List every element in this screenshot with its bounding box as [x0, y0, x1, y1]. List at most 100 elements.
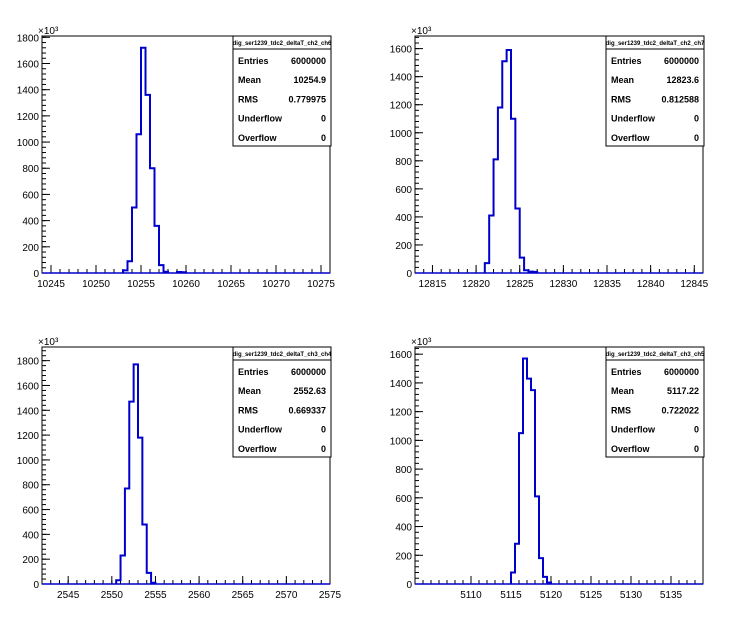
stats-value: 0: [694, 114, 699, 124]
y-tick-label: 1600: [17, 59, 40, 70]
histogram-panel-1: 0 200 400 600 800 1000 1200 1400 1600 1800 10245 10…: [17, 26, 336, 290]
x-tick-label: 10245: [37, 279, 65, 290]
x-tick-label: 12835: [593, 279, 621, 290]
stats-value: 0: [321, 444, 326, 454]
y-tick-label: 1000: [17, 456, 40, 467]
y-tick-label: 1600: [390, 350, 413, 361]
stats-value: 2552.63: [293, 386, 326, 396]
stats-value: 0: [694, 425, 699, 435]
stats-label: Entries: [611, 56, 642, 66]
y-tick-label: 0: [33, 580, 39, 591]
x-tick-label: 10260: [172, 279, 200, 290]
x-tick-label: 12830: [549, 279, 577, 290]
stats-value: 0.722022: [661, 405, 699, 415]
stats-value: 0.669337: [288, 405, 326, 415]
stats-label: RMS: [238, 94, 258, 104]
x-tick-label: 2560: [188, 590, 211, 601]
stats-value: 0: [321, 425, 326, 435]
stats-value: 6000000: [664, 56, 699, 66]
histogram-panel-3: 0 200 400 600 800 1000 1200 1400 1600 1800 2545 255…: [17, 337, 342, 601]
x-tick-label: 10255: [127, 279, 155, 290]
x-tick-label: 2570: [275, 590, 298, 601]
stats-label: Underflow: [611, 114, 656, 124]
y-tick-label: 800: [22, 481, 39, 492]
stats-box: [232, 346, 332, 458]
histogram-panel-2: 0 200 400 600 800 1000 1200 1400 1600 12815 12820 1…: [390, 26, 709, 290]
stats-value: 10254.9: [293, 75, 326, 85]
x-tick-label: 5135: [660, 590, 683, 601]
x-tick-label: 10270: [262, 279, 290, 290]
y-tick-label: 1200: [390, 408, 413, 419]
stats-label: Entries: [238, 367, 269, 377]
y-tick-label: 0: [33, 269, 39, 280]
y-tick-label: 200: [22, 243, 39, 254]
stats-title: dig_ser1239_tdc2_deltaT_ch3_ch5: [606, 352, 705, 358]
x-tick-label: 12820: [462, 279, 490, 290]
stats-box: [232, 35, 332, 147]
y-tick-label: 400: [22, 530, 39, 541]
stats-label: Underflow: [238, 425, 283, 435]
x-tick-label: 5130: [620, 590, 643, 601]
y-tick-label: 400: [395, 213, 412, 224]
stats-value: 12823.6: [666, 75, 699, 85]
y-tick-label: 1800: [17, 357, 40, 368]
y-axis-multiplier: ×10³: [38, 337, 59, 348]
y-tick-label: 600: [395, 185, 412, 196]
histogram-outline: [510, 357, 552, 584]
y-tick-label: 600: [395, 494, 412, 505]
stats-label: Mean: [611, 75, 634, 85]
stats-value: 0.779975: [288, 94, 326, 104]
stats-label: Entries: [238, 56, 269, 66]
x-tick-label: 5125: [580, 590, 603, 601]
y-tick-label: 1400: [390, 73, 413, 84]
y-tick-label: 800: [395, 157, 412, 168]
y-axis-multiplier: ×10³: [411, 26, 432, 37]
stats-label: RMS: [238, 405, 258, 415]
histogram-panel-4: 0 200 400 600 800 1000 1200 1400 1600 5110 5115 512…: [390, 337, 705, 601]
y-tick-label: 1400: [17, 406, 40, 417]
y-tick-label: 0: [406, 580, 412, 591]
stats-label: Overflow: [238, 133, 278, 143]
stats-label: Overflow: [238, 444, 278, 454]
x-tick-label: 5120: [540, 590, 563, 601]
histogram-outline: [122, 46, 187, 274]
x-tick-label: 12840: [637, 279, 665, 290]
stats-box: [605, 346, 705, 458]
x-tick-label: 10265: [217, 279, 245, 290]
stats-value: 5117.22: [667, 386, 699, 396]
y-tick-label: 1000: [17, 138, 40, 149]
y-axis-multiplier: ×10³: [38, 26, 59, 37]
stats-label: Underflow: [238, 114, 283, 124]
stats-label: Mean: [238, 386, 261, 396]
stats-value: 0.812588: [661, 94, 699, 104]
y-tick-label: 1000: [390, 436, 413, 447]
x-tick-label: 2545: [57, 590, 80, 601]
stats-label: Underflow: [611, 425, 656, 435]
y-tick-label: 1400: [390, 379, 413, 390]
y-tick-label: 1600: [17, 381, 40, 392]
y-tick-label: 200: [395, 551, 412, 562]
y-tick-label: 1400: [17, 86, 40, 97]
stats-box: [605, 35, 705, 147]
x-tick-label: 2555: [144, 590, 167, 601]
x-tick-label: 5115: [500, 590, 522, 601]
stats-value: 0: [694, 444, 699, 454]
y-tick-label: 0: [406, 269, 412, 280]
stats-value: 0: [321, 114, 326, 124]
y-tick-label: 200: [395, 241, 412, 252]
x-tick-label: 2575: [319, 590, 342, 601]
stats-value: 0: [321, 133, 326, 143]
y-tick-label: 1200: [17, 431, 40, 442]
y-axis-multiplier: ×10³: [411, 337, 432, 348]
x-tick-label: 12825: [506, 279, 534, 290]
y-tick-label: 200: [22, 555, 39, 566]
stats-value: 6000000: [664, 367, 699, 377]
x-tick-label: 10275: [307, 279, 335, 290]
x-tick-label: 10250: [82, 279, 110, 290]
stats-label: Mean: [238, 75, 261, 85]
y-tick-label: 1000: [390, 129, 413, 140]
x-tick-label: 5110: [460, 590, 482, 601]
x-tick-label: 12815: [419, 279, 447, 290]
stats-value: 6000000: [291, 367, 326, 377]
histogram-outline: [483, 49, 539, 273]
